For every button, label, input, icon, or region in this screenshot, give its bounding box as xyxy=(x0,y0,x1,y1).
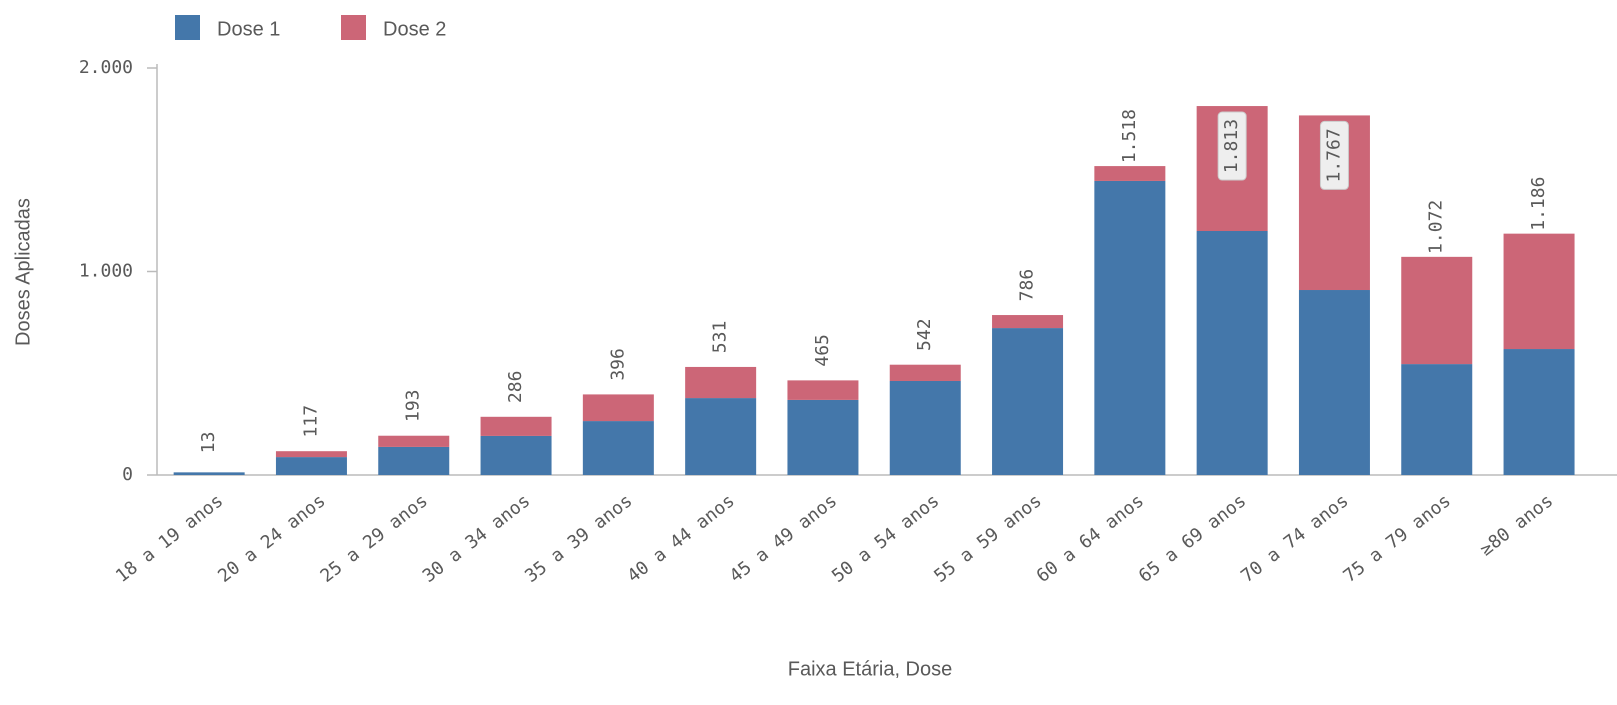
bar-segment xyxy=(787,399,859,475)
value-label: 396 xyxy=(607,348,628,381)
x-tick-label: ≥80 anos xyxy=(1476,490,1557,560)
value-label: 786 xyxy=(1017,269,1038,302)
x-tick-label: 18 a 19 anos xyxy=(112,490,227,587)
bar-segment xyxy=(173,472,245,475)
bar-segment xyxy=(685,366,757,399)
legend-swatch xyxy=(341,15,366,40)
bar-segment xyxy=(787,380,859,400)
x-tick-label: 30 a 34 anos xyxy=(419,490,534,587)
value-label: 531 xyxy=(710,321,731,354)
value-label: 193 xyxy=(403,389,424,422)
value-label-box xyxy=(1217,111,1247,181)
bar-segment xyxy=(992,328,1064,475)
value-label: 117 xyxy=(300,405,321,438)
x-tick-label: 20 a 24 anos xyxy=(214,490,329,587)
x-tick-label: 50 a 54 anos xyxy=(828,490,943,587)
bar-segment xyxy=(275,457,347,475)
bar-segment xyxy=(1503,349,1575,475)
value-label: 542 xyxy=(914,318,935,351)
bar-segment xyxy=(1298,290,1370,475)
bar-segment xyxy=(582,394,654,422)
bar-segment xyxy=(992,315,1064,329)
value-label: 1.767 xyxy=(1323,128,1344,182)
bar-segment xyxy=(582,421,654,475)
x-tick-label: 65 a 69 anos xyxy=(1135,490,1250,587)
bar-segment xyxy=(1401,364,1473,475)
x-tick-label: 35 a 39 anos xyxy=(521,490,636,587)
x-tick-label: 75 a 79 anos xyxy=(1339,490,1454,587)
bar-segment xyxy=(1401,256,1473,365)
legend-label: Dose 2 xyxy=(383,18,446,40)
y-axis-title: Doses Aplicadas xyxy=(12,198,34,346)
bar-segment xyxy=(480,435,552,475)
value-label: 286 xyxy=(505,371,526,404)
bar-segment xyxy=(378,446,450,475)
y-tick-label: 2.000 xyxy=(79,57,133,78)
bar-segment xyxy=(685,398,757,475)
y-tick-label: 0 xyxy=(122,464,133,485)
x-axis-title: Faixa Etária, Dose xyxy=(788,658,953,680)
value-label: 1.072 xyxy=(1426,200,1447,254)
bar-segment xyxy=(1503,233,1575,350)
legend-label: Dose 1 xyxy=(217,18,280,40)
value-label: 1.186 xyxy=(1528,177,1549,231)
bar-segment xyxy=(1094,166,1166,181)
bar-segment xyxy=(1094,180,1166,475)
x-tick-label: 60 a 64 anos xyxy=(1033,490,1148,587)
legend-swatch xyxy=(175,15,200,40)
value-label: 1.813 xyxy=(1221,119,1242,173)
x-tick-label: 40 a 44 anos xyxy=(623,490,738,587)
bar-segment xyxy=(378,435,450,447)
value-label: 1.518 xyxy=(1119,109,1140,163)
x-tick-label: 25 a 29 anos xyxy=(316,490,431,587)
bar-segment xyxy=(889,364,961,381)
bar-segment xyxy=(480,416,552,436)
value-label: 465 xyxy=(812,334,833,367)
x-tick-label: 55 a 59 anos xyxy=(930,490,1045,587)
value-label: 13 xyxy=(198,432,219,454)
bar-segment xyxy=(889,380,961,475)
bar-segment xyxy=(1196,231,1268,475)
x-tick-label: 70 a 74 anos xyxy=(1237,490,1352,587)
bar-segment xyxy=(275,451,347,458)
y-tick-label: 1.000 xyxy=(79,261,133,282)
x-tick-label: 45 a 49 anos xyxy=(726,490,841,587)
value-label-box xyxy=(1319,120,1349,190)
